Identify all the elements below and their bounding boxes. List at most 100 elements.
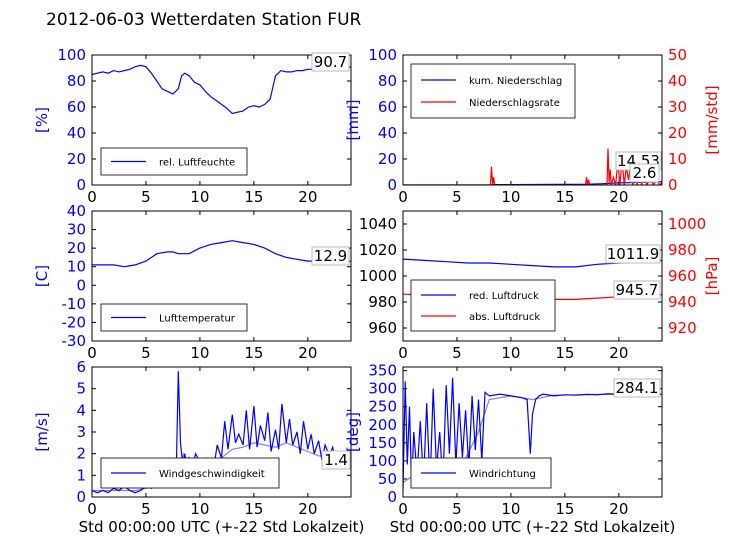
y-tick-label: 200 xyxy=(368,416,397,434)
y-tick-label: 60 xyxy=(378,98,397,116)
last-value-frame xyxy=(613,280,661,300)
x-tick-label: 10 xyxy=(190,188,209,206)
y-tick-label: 0 xyxy=(387,176,397,194)
y2-tick-label: 20 xyxy=(668,124,687,142)
last-value-frame xyxy=(605,244,661,264)
last-value-box: 945.7 xyxy=(613,280,661,300)
last-value-text: 90.7 xyxy=(314,53,347,71)
last-value-text: 1011.9 xyxy=(607,245,660,263)
legend: red. Luftdruck abs. Luftdruck xyxy=(410,279,556,332)
figure-title: 2012-06-03 Wetterdaten Station FUR xyxy=(46,10,362,30)
last-value-box: 1011.9 xyxy=(605,244,661,264)
x-tick-label: 20 xyxy=(298,188,317,206)
last-value-box: 90.7 xyxy=(311,52,350,72)
y2-tick-label: 980 xyxy=(668,241,697,259)
plot-frame xyxy=(91,54,352,186)
y-tick-label: 300 xyxy=(368,380,397,398)
y-tick-label: 0 xyxy=(76,176,86,194)
legend: Windgeschwindigkeit xyxy=(100,457,280,489)
x-tick-label: 20 xyxy=(609,500,628,518)
x-tick-label: 0 xyxy=(87,188,97,206)
x-tick-label: 20 xyxy=(609,344,628,362)
x-tick-label: 0 xyxy=(398,500,408,518)
x-tick-label: 0 xyxy=(87,500,97,518)
y2-tick-label: 40 xyxy=(668,72,687,90)
y-tick-label: 960 xyxy=(368,319,397,337)
y-axis-label: [C] xyxy=(33,265,51,287)
y-tick-label: 1 xyxy=(76,466,86,484)
x-axis-label: Std 00:00:00 UTC (+-22 Std Lokalzeit) xyxy=(79,518,365,536)
y-tick-label: 80 xyxy=(67,72,86,90)
y-tick-label: 20 xyxy=(378,150,397,168)
x-tick-label: 15 xyxy=(555,188,574,206)
panel-middle-right: 0 5 10 15 20 960 980 1000 1020 1040 920 940 960 980 10… xyxy=(359,210,721,362)
x-tick-label: 20 xyxy=(298,344,317,362)
y2-tick-label: 0 xyxy=(668,176,678,194)
y-tick-label: 350 xyxy=(368,362,397,380)
y-tick-label: 980 xyxy=(368,293,397,311)
y-tick-label: 20 xyxy=(67,150,86,168)
y-tick-label: 0 xyxy=(76,488,86,506)
x-tick-label: 15 xyxy=(244,500,263,518)
last-value-text: 2.6 xyxy=(633,164,657,182)
x-tick-label: 10 xyxy=(501,344,520,362)
last-value-box: 1.4 xyxy=(321,450,351,470)
x-tick-label: 20 xyxy=(298,500,317,518)
x-tick-label: 15 xyxy=(555,344,574,362)
y-tick-label: 100 xyxy=(57,46,86,64)
legend-label: Windrichtung xyxy=(469,469,536,480)
last-value-frame xyxy=(311,246,350,266)
x-tick-label: 10 xyxy=(501,188,520,206)
x-tick-label: 15 xyxy=(555,500,574,518)
series-line-rel-luftfeuchte xyxy=(92,64,351,115)
x-tick-label: 20 xyxy=(609,188,628,206)
x-tick-label: 5 xyxy=(452,500,462,518)
x-tick-label: 10 xyxy=(501,500,520,518)
y-axis-label: [deg] xyxy=(344,412,362,452)
y-tick-label: -20 xyxy=(62,313,87,331)
x-tick-label: 15 xyxy=(244,344,263,362)
last-value-frame xyxy=(629,163,660,183)
panel-top-right: 0 5 10 15 20 0 20 40 60 80 100 0 10 20 30 40 50 [mm] [mm/s… xyxy=(344,46,721,206)
legend-label: red. Luftdruck xyxy=(469,291,539,302)
y2-tick-label: 1000 xyxy=(668,215,706,233)
panel-top-left: 0 5 10 15 20 0 20 40 60 80 100 [%] rel. Luftfeuchte 9… xyxy=(33,46,352,206)
y-tick-label: 60 xyxy=(67,98,86,116)
series-line-lufttemperatur xyxy=(92,240,351,268)
y-tick-label: 4 xyxy=(76,401,86,419)
y2-tick-label: 960 xyxy=(668,267,697,285)
y-tick-label: 1040 xyxy=(359,215,397,233)
y-tick-label: 40 xyxy=(67,124,86,142)
x-tick-label: 5 xyxy=(141,344,151,362)
last-value-box: 2.6 xyxy=(629,163,660,183)
y-tick-label: 30 xyxy=(67,221,86,239)
last-value-text: 945.7 xyxy=(616,281,659,299)
legend: Windrichtung xyxy=(410,457,552,489)
y-tick-label: 150 xyxy=(368,434,397,452)
y-tick-label: 40 xyxy=(67,202,86,220)
legend-box xyxy=(410,279,556,332)
last-value-text: 12.9 xyxy=(314,247,347,265)
x-tick-label: 10 xyxy=(190,500,209,518)
y-axis-label: [%] xyxy=(33,107,51,133)
x-axis-label: Std 00:00:00 UTC (+-22 Std Lokalzeit) xyxy=(390,518,676,536)
legend-label: rel. Luftfeuchte xyxy=(159,158,235,169)
x-tick-label: 5 xyxy=(141,500,151,518)
plot-frame xyxy=(402,54,663,186)
plot-frame xyxy=(91,210,352,342)
y-tick-label: 3 xyxy=(76,423,86,441)
x-tick-label: 5 xyxy=(452,188,462,206)
y-tick-label: 0 xyxy=(387,488,397,506)
y-tick-label: 6 xyxy=(76,358,86,376)
y-axis-label: [mm] xyxy=(344,100,362,141)
x-tick-label: 10 xyxy=(190,344,209,362)
x-tick-label: 5 xyxy=(452,344,462,362)
x-tick-label: 0 xyxy=(398,344,408,362)
x-tick-label: 0 xyxy=(398,188,408,206)
y-tick-label: 50 xyxy=(378,470,397,488)
y-tick-label: 0 xyxy=(76,276,86,294)
y2-axis-label: [mm/std] xyxy=(703,85,721,154)
